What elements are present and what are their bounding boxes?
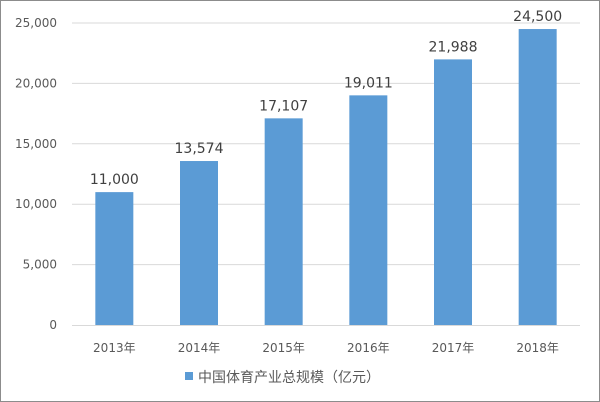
y-tick-label: 25,000 (15, 16, 57, 30)
y-tick-label: 0 (49, 318, 57, 332)
x-tick-label: 2018年 (516, 341, 559, 355)
x-tick-label: 2014年 (178, 341, 221, 355)
bar (180, 161, 218, 325)
y-tick-label: 20,000 (15, 76, 57, 90)
bar (434, 59, 472, 326)
bar (349, 95, 388, 325)
y-tick-label: 15,000 (15, 137, 57, 151)
y-tick-label: 10,000 (15, 197, 57, 211)
legend-label: 中国体育产业总规模（亿元） (198, 370, 380, 386)
bar (95, 192, 134, 325)
data-label: 21,988 (429, 39, 478, 55)
y-tick-label: 5,000 (23, 258, 57, 272)
data-label: 19,011 (344, 75, 393, 91)
data-label: 17,107 (259, 98, 308, 114)
x-tick-label: 2013年 (93, 341, 136, 355)
x-tick-label: 2017年 (432, 341, 475, 355)
data-label: 24,500 (513, 9, 562, 25)
data-label: 11,000 (90, 172, 139, 188)
data-label: 13,574 (175, 141, 224, 157)
x-tick-label: 2015年 (262, 341, 305, 355)
bar (518, 29, 557, 325)
bar (264, 118, 303, 325)
x-tick-label: 2016年 (347, 341, 390, 355)
legend-swatch (185, 372, 193, 380)
